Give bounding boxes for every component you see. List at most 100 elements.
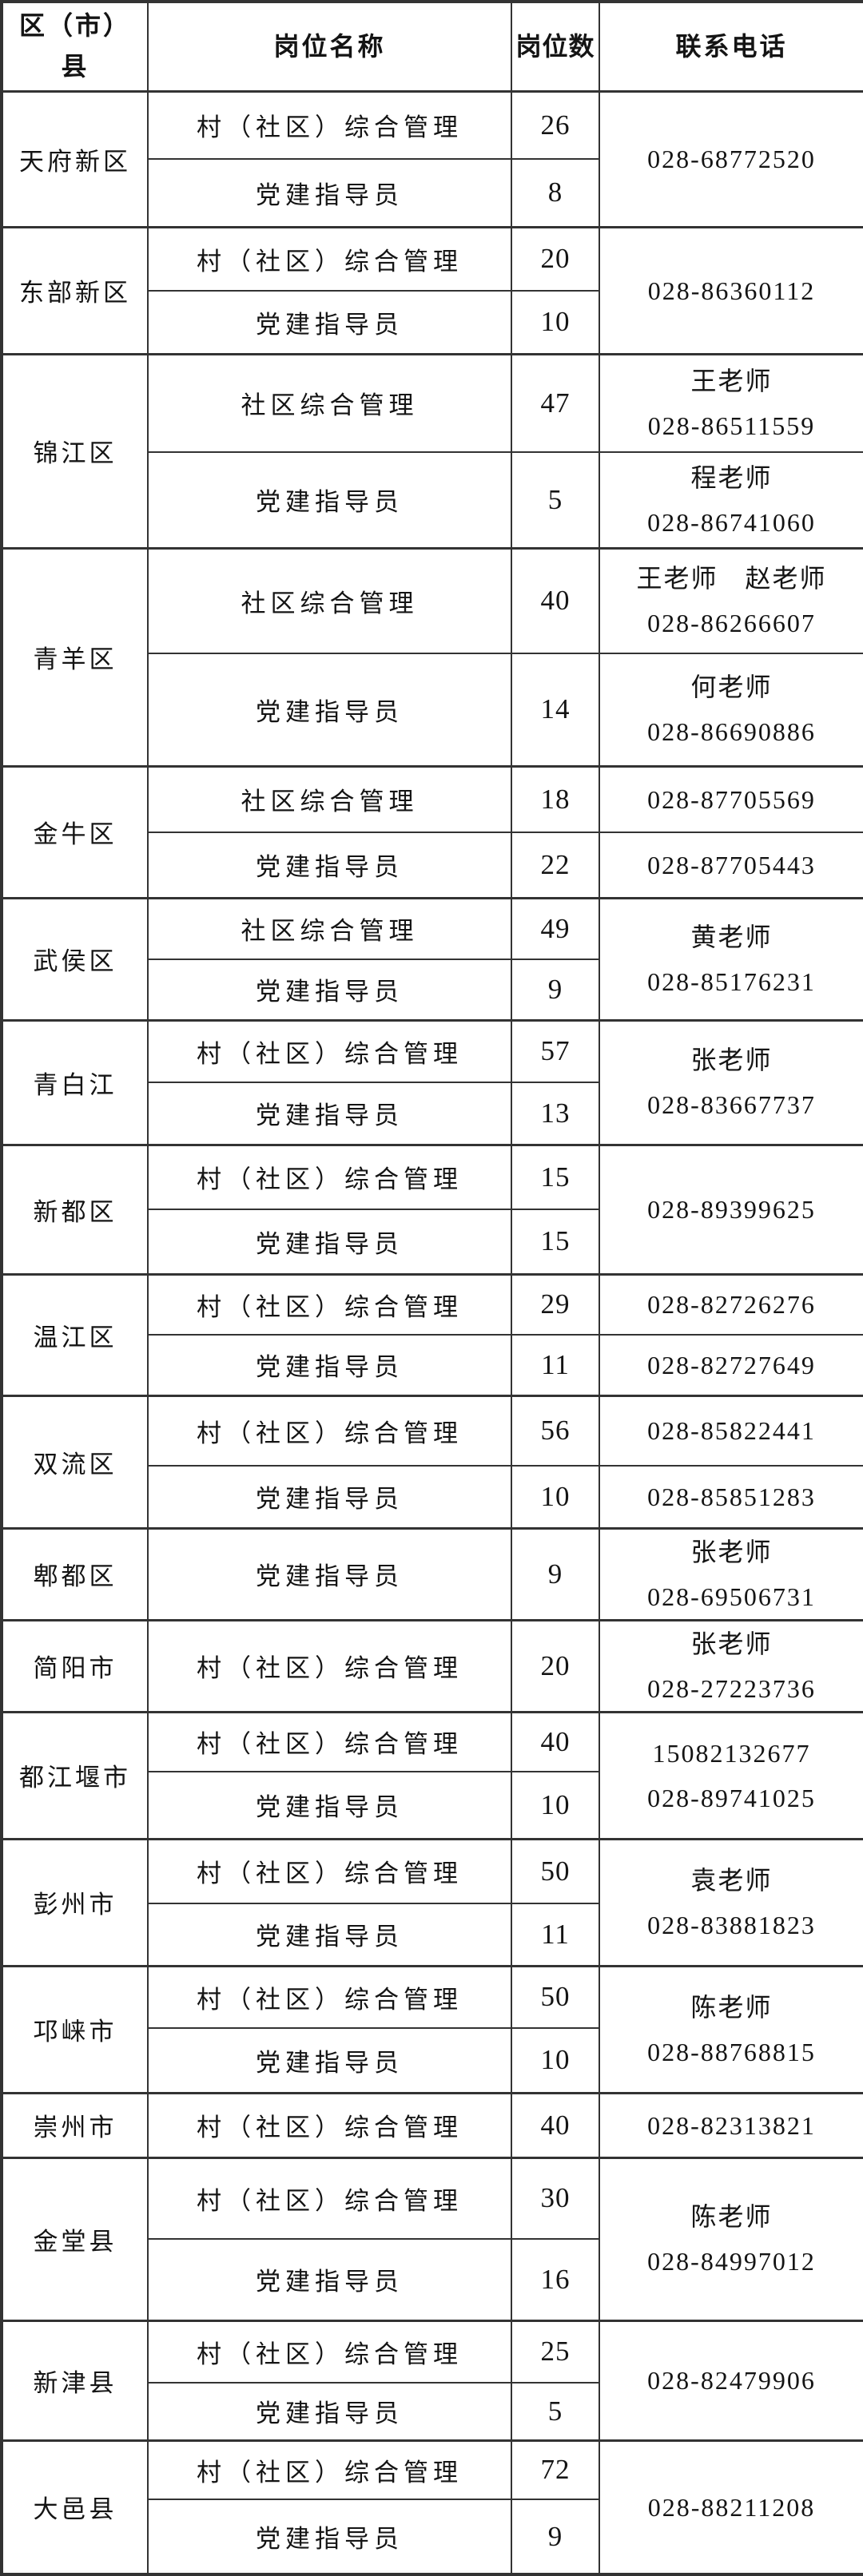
- job-title-cell: 党建指导员: [147, 158, 512, 228]
- table-row: 东部新区 村（社区）综合管理 20 028-86360112: [1, 225, 863, 355]
- contact-line: 陈老师: [690, 2202, 773, 2231]
- job-title-cell: 村（社区）综合管理: [147, 2091, 512, 2158]
- table-row: 党建指导员 5 程老师 028-86741060: [2, 451, 863, 549]
- job-title-cell: 党建指导员: [147, 1771, 512, 1840]
- table-row: 党建指导员 11 028-82727649: [2, 1334, 863, 1396]
- job-title-cell: 村（社区）综合管理: [147, 2156, 512, 2240]
- district-name-cell: 都江堰市: [1, 1710, 149, 1840]
- table-row: 党建指导员 11: [2, 1903, 863, 1967]
- job-title-cell: 村（社区）综合管理: [147, 89, 512, 160]
- district-name-cell: 金牛区: [1, 764, 149, 899]
- job-count-cell: 13: [511, 1082, 600, 1145]
- district-name-cell: 锦江区: [1, 352, 149, 549]
- job-title-cell: 社区综合管理: [147, 352, 512, 453]
- job-count-cell: 15: [511, 1209, 600, 1275]
- table-row: 郫都区 党建指导员 9 张老师 028-69506731: [1, 1526, 863, 1621]
- job-count-cell: 49: [511, 896, 600, 960]
- job-count-cell: 9: [511, 2499, 600, 2575]
- table-row: 武侯区 社区综合管理 49 黄老师 028-85176231: [1, 896, 863, 1021]
- table-row: 金牛区 社区综合管理 18 028-87705569: [1, 764, 863, 899]
- contact-line: 028-82479906: [647, 2366, 816, 2395]
- contact-cell: 陈老师 028-88768815: [599, 1964, 863, 2094]
- contact-cell: 028-82726276: [599, 1272, 863, 1336]
- contact-line: 028-89399625: [647, 1195, 816, 1224]
- table-row: 锦江区 社区综合管理 47 王老师 028-86511559: [1, 352, 863, 549]
- district-name-cell: 双流区: [1, 1394, 149, 1529]
- contact-line: 028-85822441: [647, 1416, 816, 1446]
- contact-line: 028-85176231: [647, 966, 816, 996]
- table-row: 都江堰市 村（社区）综合管理 40 15082132677 028-89741025: [1, 1710, 863, 1840]
- header-job-title: 岗位名称: [147, 1, 512, 93]
- job-title-cell: 村（社区）综合管理: [147, 1837, 512, 1904]
- table-row: 崇州市 村（社区）综合管理 40 028-82313821: [1, 2091, 863, 2158]
- job-title-cell: 村（社区）综合管理: [147, 1710, 512, 1772]
- job-count-cell: 56: [511, 1394, 600, 1467]
- table-row: 党建指导员 5: [2, 2382, 863, 2441]
- district-name-cell: 新都区: [1, 1143, 149, 1275]
- contact-cell: 028-85822441: [599, 1394, 863, 1467]
- contact-line: 何老师: [690, 673, 773, 702]
- job-count-cell: 11: [511, 1903, 600, 1967]
- table-row: 党建指导员 10: [2, 290, 863, 355]
- contact-cell: 何老师 028-86690886: [599, 653, 863, 767]
- job-count-cell: 26: [511, 89, 600, 160]
- contact-line: 028-85851283: [647, 1482, 816, 1511]
- job-title-cell: 党建指导员: [147, 959, 512, 1021]
- job-title-cell: 村（社区）综合管理: [147, 1964, 512, 2029]
- district-name-cell: 青羊区: [1, 546, 149, 767]
- contact-line: 028-88768815: [647, 2037, 816, 2066]
- contact-cell: 028-88211208: [599, 2439, 863, 2575]
- job-title-cell: 党建指导员: [147, 2238, 512, 2321]
- job-count-cell: 22: [511, 832, 600, 899]
- table-row: 大邑县 村（社区）综合管理 72 028-88211208: [1, 2439, 863, 2575]
- district-name-cell: 武侯区: [1, 896, 149, 1021]
- table-row: 党建指导员 9: [2, 959, 863, 1021]
- job-title-cell: 村（社区）综合管理: [147, 225, 512, 292]
- job-title-cell: 村（社区）综合管理: [147, 1272, 512, 1336]
- job-count-cell: 47: [511, 352, 600, 453]
- contact-line: 028-82726276: [647, 1290, 816, 1320]
- header-job-count: 岗位数: [511, 1, 600, 93]
- contact-line: 028-69506731: [647, 1582, 816, 1611]
- table-row: 党建指导员 10 028-85851283: [2, 1465, 863, 1529]
- contact-line: 028-83667737: [647, 1090, 816, 1119]
- job-title-cell: 村（社区）综合管理: [147, 1394, 512, 1467]
- contact-cell: 王老师 赵老师 028-86266607: [599, 546, 863, 654]
- job-count-cell: 20: [511, 1618, 600, 1713]
- district-name-cell: 东部新区: [1, 225, 149, 355]
- job-count-cell: 29: [511, 1272, 600, 1336]
- contact-line: 028-27223736: [647, 1673, 816, 1703]
- table-row: 党建指导员 14 何老师 028-86690886: [2, 653, 863, 767]
- job-title-cell: 党建指导员: [147, 1334, 512, 1396]
- contact-cell: 程老师 028-86741060: [599, 451, 863, 549]
- job-title-cell: 党建指导员: [147, 451, 512, 549]
- job-count-cell: 5: [511, 2382, 600, 2441]
- job-count-cell: 50: [511, 1964, 600, 2029]
- district-name-cell: 简阳市: [1, 1618, 149, 1713]
- contact-cell: 15082132677 028-89741025: [599, 1710, 863, 1840]
- contact-line: 028-87705569: [647, 784, 816, 814]
- contact-line: 张老师: [690, 1537, 773, 1566]
- contact-line: 028-86690886: [647, 717, 816, 747]
- contact-line: 028-88211208: [647, 2492, 816, 2522]
- job-count-cell: 18: [511, 764, 600, 833]
- district-name-cell: 金堂县: [1, 2156, 149, 2321]
- job-title-cell: 党建指导员: [147, 1209, 512, 1275]
- contact-cell: 张老师 028-69506731: [599, 1526, 863, 1621]
- job-title-cell: 社区综合管理: [147, 764, 512, 833]
- contact-cell: 张老师 028-27223736: [599, 1618, 863, 1713]
- job-title-cell: 社区综合管理: [147, 896, 512, 960]
- contact-cell: 王老师 028-86511559: [599, 352, 863, 453]
- job-count-cell: 15: [511, 1143, 600, 1210]
- contact-line: 黄老师: [690, 922, 773, 951]
- contact-line: 028-86511559: [647, 411, 816, 440]
- job-count-cell: 5: [511, 451, 600, 549]
- contact-line: 028-86741060: [647, 507, 816, 537]
- district-name-cell: 邛崃市: [1, 1964, 149, 2094]
- job-count-cell: 57: [511, 1018, 600, 1083]
- job-count-cell: 40: [511, 546, 600, 654]
- district-name-cell: 崇州市: [1, 2091, 149, 2158]
- contact-cell: 028-86360112: [599, 225, 863, 355]
